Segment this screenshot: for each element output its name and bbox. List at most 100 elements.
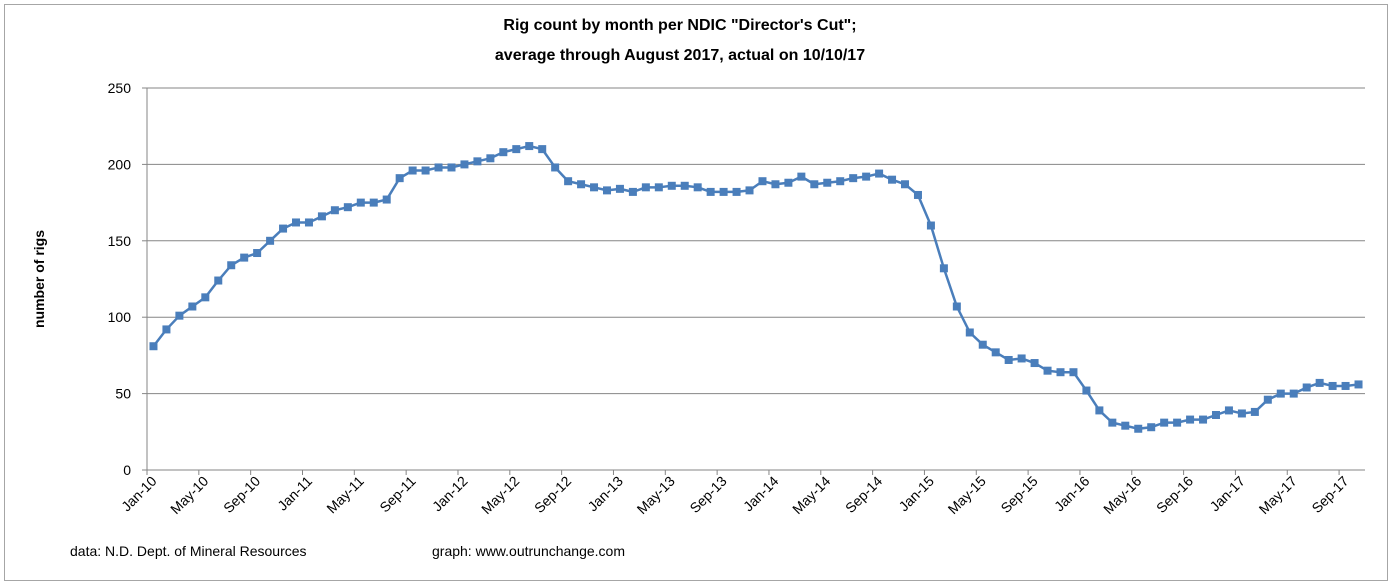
data-point <box>1095 406 1104 415</box>
data-point <box>356 198 365 207</box>
x-tick-label: May-16 <box>1100 473 1144 517</box>
data-point <box>771 180 780 189</box>
data-point <box>447 163 456 172</box>
data-point <box>1017 354 1026 363</box>
data-point <box>175 311 184 320</box>
footer-credit: graph: www.outrunchange.com <box>432 543 625 559</box>
data-point <box>926 221 935 230</box>
data-point <box>1302 383 1311 392</box>
data-point <box>1030 359 1039 368</box>
data-point <box>602 186 611 195</box>
x-tick-label: Jan-10 <box>118 473 160 515</box>
x-tick-label: Jan-16 <box>1051 473 1093 515</box>
x-tick-label: Jan-12 <box>429 473 471 515</box>
data-point <box>525 142 534 151</box>
data-point <box>577 180 586 189</box>
data-point <box>628 187 637 196</box>
chart-title-line-2: average through August 2017, actual on 1… <box>495 47 865 64</box>
series-line <box>152 144 1359 430</box>
x-tick-label: May-11 <box>323 473 367 517</box>
data-point <box>214 276 223 285</box>
data-point <box>1004 355 1013 364</box>
data-point <box>382 195 391 204</box>
data-point <box>991 348 1000 357</box>
data-point <box>1082 386 1091 395</box>
data-point <box>240 253 249 262</box>
data-point <box>1121 421 1130 430</box>
data-point <box>1211 410 1220 419</box>
data-point <box>1341 381 1350 390</box>
data-point <box>149 342 158 351</box>
data-point <box>1160 418 1169 427</box>
x-tick-label: Sep-13 <box>686 473 729 516</box>
footer-source: data: N.D. Dept. of Mineral Resources <box>70 543 307 559</box>
data-point <box>369 198 378 207</box>
data-point <box>564 177 573 186</box>
data-point <box>1276 389 1285 398</box>
data-point <box>512 145 521 154</box>
y-axis-label: number of rigs <box>31 230 47 328</box>
data-point <box>434 163 443 172</box>
x-tick-label: Sep-10 <box>220 473 263 516</box>
data-point <box>460 160 469 169</box>
data-point <box>1354 380 1363 389</box>
chart-title-line-1: Rig count by month per NDIC "Director's … <box>503 17 856 34</box>
x-tick-label: May-12 <box>478 473 522 517</box>
x-tick-label: Jan-17 <box>1206 473 1248 515</box>
data-point <box>667 181 676 190</box>
data-point <box>862 172 871 181</box>
data-point <box>952 302 961 311</box>
y-tick-label: 250 <box>108 80 132 96</box>
x-tick-label: Jan-13 <box>584 473 626 515</box>
data-point <box>758 177 767 186</box>
data-point <box>201 293 210 302</box>
chart-frame <box>4 4 1388 581</box>
x-tick-label: Jan-15 <box>895 473 937 515</box>
data-point <box>797 172 806 181</box>
data-point <box>719 187 728 196</box>
x-tick-label: Sep-12 <box>531 473 574 516</box>
data-point <box>590 183 599 192</box>
data-point <box>784 178 793 187</box>
data-point <box>1315 378 1324 387</box>
data-point <box>706 187 715 196</box>
data-point <box>473 157 482 166</box>
data-point <box>1134 424 1143 433</box>
data-point <box>875 169 884 178</box>
x-tick-label: Sep-11 <box>376 473 419 516</box>
data-point <box>1056 368 1065 377</box>
y-tick-label: 100 <box>108 309 132 325</box>
data-point <box>901 180 910 189</box>
data-point <box>304 218 313 227</box>
data-point <box>1069 368 1078 377</box>
data-point <box>978 340 987 349</box>
data-point <box>1328 381 1337 390</box>
data-point <box>849 174 858 183</box>
data-point <box>499 148 508 157</box>
data-point <box>1043 366 1052 375</box>
x-tick-label: Jan-11 <box>274 473 315 514</box>
data-point <box>823 178 832 187</box>
x-tick-label: Jan-14 <box>740 473 782 515</box>
data-point <box>913 190 922 199</box>
data-point <box>654 183 663 192</box>
data-point <box>1186 415 1195 424</box>
data-point <box>888 175 897 184</box>
data-point <box>1108 418 1117 427</box>
y-tick-label: 50 <box>115 386 131 402</box>
data-point <box>395 174 404 183</box>
data-point <box>939 264 948 273</box>
y-tick-label: 200 <box>108 156 132 172</box>
data-point <box>693 183 702 192</box>
data-point <box>1199 415 1208 424</box>
data-point <box>343 203 352 212</box>
data-point <box>745 186 754 195</box>
data-point <box>965 328 974 337</box>
data-point <box>266 236 275 245</box>
data-point <box>1173 418 1182 427</box>
data-point <box>421 166 430 175</box>
data-point <box>1289 389 1298 398</box>
data-point <box>279 224 288 233</box>
x-tick-label: May-13 <box>634 473 678 517</box>
